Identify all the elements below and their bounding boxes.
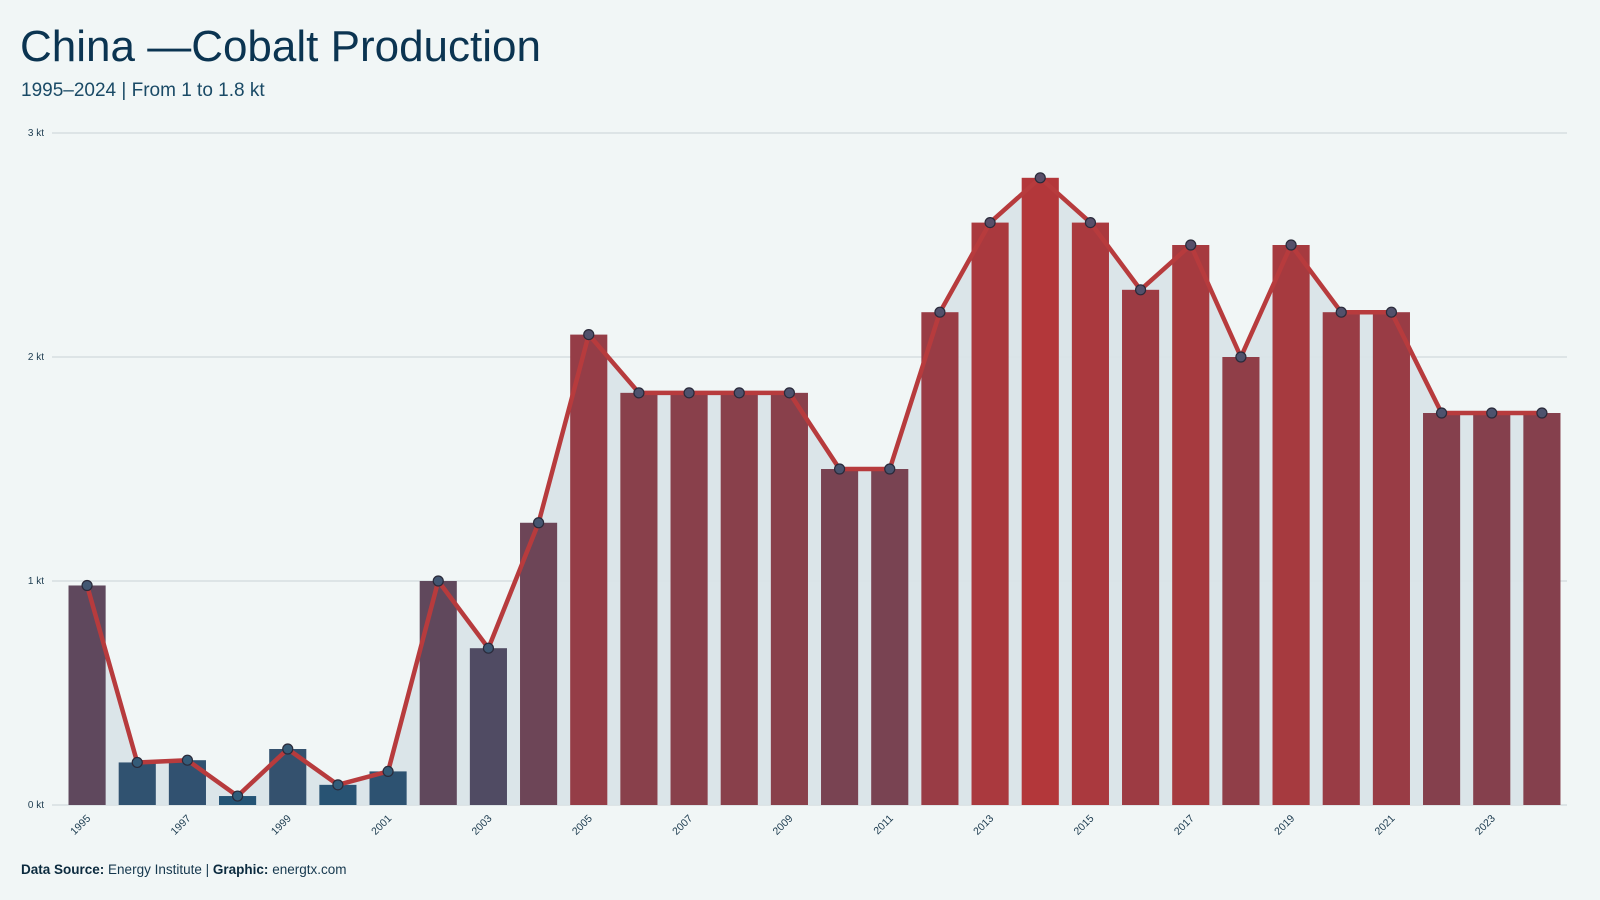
x-tick-label: 2013 [971, 813, 996, 838]
bar-2021 [1372, 312, 1410, 805]
point-2014 [1034, 172, 1046, 184]
y-tick-label: 0 kt [28, 800, 44, 811]
bar-2010 [821, 469, 859, 805]
point-2023 [1486, 407, 1498, 419]
y-tick-label: 3 kt [28, 128, 44, 139]
x-tick-label: 2009 [771, 813, 796, 838]
point-2002 [432, 575, 444, 587]
point-2012 [934, 306, 946, 318]
bar-2013 [971, 222, 1009, 806]
bar-2024 [1523, 413, 1561, 805]
point-2015 [1084, 217, 1097, 229]
chart-footer: Data Source: Energy Institute | Graphic:… [21, 862, 346, 877]
x-tick-label: 2011 [871, 813, 896, 838]
x-tick-label: 2001 [369, 813, 394, 838]
x-tick-label: 1999 [269, 813, 294, 838]
point-2010 [833, 463, 846, 475]
point-2020 [1335, 306, 1347, 318]
point-2009 [783, 387, 796, 399]
bar-2022 [1423, 413, 1461, 805]
y-tick-label: 2 kt [28, 352, 44, 363]
bar-2015 [1071, 222, 1109, 806]
x-tick-label: 2021 [1373, 813, 1398, 838]
point-1996 [131, 756, 143, 769]
graphic-value: energtx.com [272, 862, 347, 877]
bar-2007 [670, 392, 708, 805]
bar-2020 [1322, 312, 1360, 805]
point-2021 [1385, 306, 1398, 318]
marker-layer [81, 172, 1548, 802]
point-2011 [884, 463, 896, 475]
bar-2018 [1222, 357, 1260, 805]
bar-1996 [118, 762, 156, 805]
x-tick-label: 2017 [1172, 813, 1197, 838]
bar-2012 [921, 312, 959, 805]
bar-2019 [1272, 245, 1310, 805]
x-tick-label: 2003 [470, 813, 495, 838]
point-2000 [332, 779, 344, 791]
point-2001 [382, 765, 394, 778]
point-2024 [1536, 407, 1548, 419]
bar-1995 [68, 585, 106, 805]
bar-2003 [469, 648, 507, 805]
point-2016 [1134, 284, 1147, 296]
y-tick-label: 1 kt [28, 576, 44, 587]
bar-2006 [620, 392, 658, 805]
footer-separator: | [205, 862, 210, 877]
bar-2000 [319, 784, 357, 805]
bar-2009 [770, 392, 808, 805]
bar-2004 [520, 522, 558, 805]
bar-2002 [419, 581, 457, 805]
x-tick-label: 2023 [1473, 813, 1498, 838]
chart-title: China —Cobalt Production [20, 22, 541, 71]
series-line [84, 175, 1545, 799]
point-2018 [1235, 351, 1247, 363]
bar-2011 [871, 469, 909, 805]
point-1995 [81, 579, 93, 592]
point-2013 [984, 217, 996, 229]
point-2005 [583, 329, 595, 341]
point-1999 [282, 743, 294, 755]
bar-2023 [1473, 413, 1511, 805]
graphic-label: Graphic: [212, 862, 269, 877]
point-2004 [532, 517, 545, 529]
bar-2005 [570, 334, 608, 805]
point-2017 [1185, 239, 1197, 251]
point-2007 [683, 387, 695, 399]
bar-2014 [1021, 177, 1059, 806]
bar-2017 [1172, 245, 1210, 805]
x-tick-label: 1995 [68, 813, 93, 838]
x-tick-label: 2007 [670, 813, 695, 838]
bar-2008 [720, 392, 758, 805]
bar-layer [68, 177, 1561, 806]
point-2003 [482, 642, 495, 654]
x-tick-label: 1997 [169, 813, 194, 838]
x-tick-label: 2005 [570, 813, 595, 838]
point-2019 [1285, 239, 1297, 251]
bar-2016 [1122, 289, 1160, 805]
point-1997 [181, 754, 194, 766]
point-2008 [733, 387, 745, 399]
x-tick-label: 2019 [1272, 813, 1297, 838]
point-2006 [633, 387, 645, 399]
source-label: Data Source: [21, 862, 105, 877]
line-layer [84, 175, 1545, 799]
source-value: Energy Institute [108, 862, 202, 877]
chart-subtitle: 1995–2024 | From 1 to 1.8 kt [21, 80, 265, 101]
x-tick-label: 2015 [1072, 813, 1097, 838]
point-2022 [1435, 407, 1448, 419]
point-1998 [231, 790, 244, 802]
